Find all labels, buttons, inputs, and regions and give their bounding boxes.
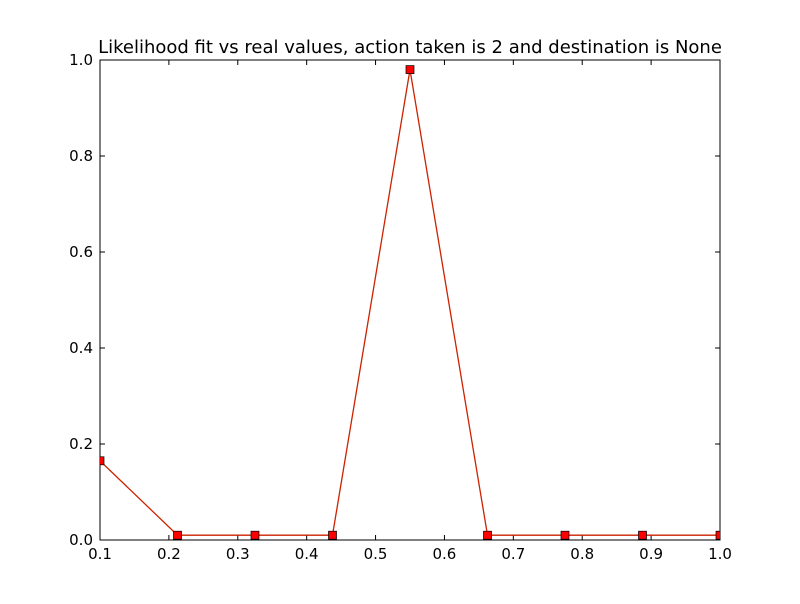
- y-tick-label: 0.6: [69, 243, 93, 261]
- x-tick-label: 1.0: [708, 545, 732, 563]
- data-point: [250, 530, 260, 540]
- y-tick-label: 0.8: [69, 147, 93, 165]
- chart-title: Likelihood fit vs real values, action ta…: [98, 37, 722, 58]
- x-tick-label: 0.4: [295, 545, 319, 563]
- x-tick-label: 0.3: [226, 545, 250, 563]
- y-tick-label: 0.4: [69, 339, 93, 357]
- x-tick-label: 0.9: [639, 545, 663, 563]
- data-point: [560, 530, 570, 540]
- series-line: [100, 69, 720, 536]
- axes-frame: [99, 59, 721, 541]
- y-tick-label: 0.0: [69, 531, 93, 549]
- x-tick-label: 0.2: [157, 545, 181, 563]
- x-tick-label: 0.1: [88, 545, 112, 563]
- data-point: [173, 530, 182, 540]
- data-point: [638, 530, 647, 540]
- data-point: [328, 530, 337, 540]
- y-tick-label: 1.0: [69, 51, 93, 69]
- data-point: [405, 65, 415, 74]
- plot-area: 0.1 0.2 0.3 0.4 0.5 0.6 0.7 0.8 0.9 1.0 0.0 0.2 0.4 0…: [69, 51, 732, 563]
- y-tick-label: 0.2: [69, 435, 93, 453]
- x-tick-label: 0.8: [570, 545, 594, 563]
- x-tick-label: 0.6: [433, 545, 457, 563]
- data-point: [483, 530, 492, 540]
- data-point: [100, 456, 105, 466]
- x-tick-label: 0.5: [364, 545, 388, 563]
- x-tick-label: 0.7: [501, 545, 525, 563]
- data-point: [715, 530, 720, 540]
